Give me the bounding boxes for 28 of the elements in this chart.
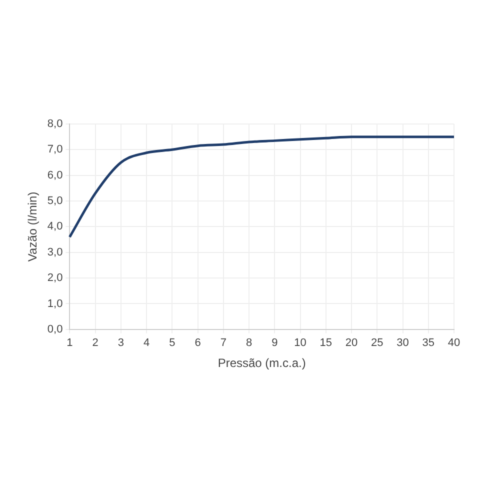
x-tick-label: 40 (448, 337, 460, 350)
y-tick-label: 8,0 (47, 118, 63, 130)
y-tick-label: 2,0 (47, 272, 63, 284)
line-series (68, 136, 456, 238)
x-tick-label: 2 (92, 337, 98, 350)
y-tick-label: 6,0 (47, 169, 63, 182)
x-tick-label: 35 (422, 337, 435, 350)
y-tick-label: 3,0 (47, 246, 63, 258)
x-axis-title: Pressão (m.c.a.) (218, 356, 306, 370)
y-tick-label: 5,0 (47, 195, 63, 208)
y-axis-title: Vazão (l/min) (26, 192, 40, 262)
x-tick-label: 1 (66, 337, 73, 350)
y-tick-label: 0,0 (47, 323, 63, 336)
x-tick-label: 20 (345, 337, 358, 350)
x-tick-label: 7 (220, 337, 226, 350)
x-tick-label: 30 (396, 337, 409, 350)
x-tick-label: 8 (246, 337, 252, 350)
x-tick-label: 10 (294, 337, 306, 350)
x-tick-label: 6 (194, 337, 201, 350)
x-tick-label: 9 (272, 337, 278, 350)
x-tick-label: 3 (118, 337, 124, 350)
x-tick-label: 15 (320, 337, 332, 350)
x-tick-label: 5 (169, 337, 176, 350)
x-tick-label: 4 (143, 337, 150, 350)
y-tick-label: 7,0 (47, 144, 63, 156)
y-tick-label: 1,0 (47, 298, 63, 310)
x-tick-label: 25 (371, 337, 384, 350)
y-tick-label: 4,0 (47, 220, 63, 233)
